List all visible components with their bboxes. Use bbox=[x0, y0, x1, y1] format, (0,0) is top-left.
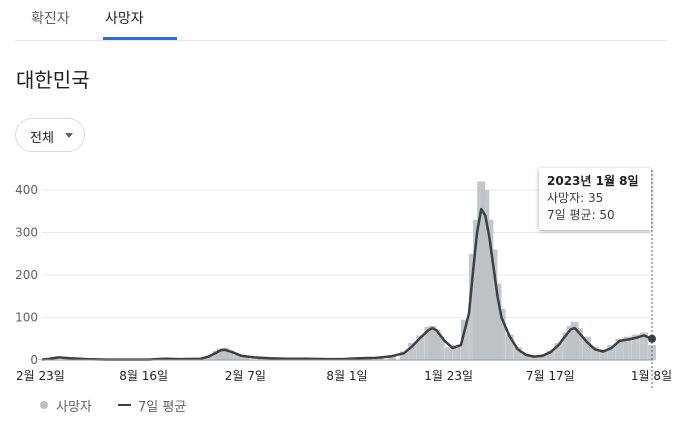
tooltip-date: 2023년 1월 8일 bbox=[547, 174, 639, 188]
range-dropdown-label: 전체 bbox=[30, 131, 54, 146]
daily-deaths-bar bbox=[554, 343, 563, 360]
daily-deaths-bar bbox=[607, 345, 616, 360]
deaths-chart: 0 100 200 300 400 2월 23일 8월 16일 2월 7일 8월 1일 1월 23… bbox=[15, 170, 672, 388]
daily-deaths-bar bbox=[574, 328, 583, 360]
daily-deaths-bar bbox=[485, 219, 494, 360]
legend-daily-label: 사망자 bbox=[56, 400, 92, 415]
daily-deaths-bar bbox=[538, 354, 547, 360]
daily-deaths-bar bbox=[570, 321, 579, 360]
daily-deaths-bar bbox=[416, 335, 425, 360]
daily-deaths-bar bbox=[599, 349, 608, 360]
daily-deaths-bar bbox=[489, 249, 498, 360]
daily-deaths-bar bbox=[469, 253, 478, 360]
daily-deaths-bar bbox=[513, 347, 522, 360]
daily-deaths-bar bbox=[473, 219, 482, 360]
seven-day-average-line bbox=[41, 207, 653, 361]
daily-deaths-bar bbox=[497, 309, 506, 360]
daily-deaths-bar bbox=[432, 329, 441, 360]
chart-tooltip: 2023년 1월 8일 사망자: 35 7일 평균: 50 bbox=[539, 168, 651, 230]
daily-deaths-bar bbox=[477, 181, 486, 360]
daily-deaths-bar bbox=[521, 353, 530, 360]
legend-average-swatch bbox=[118, 404, 131, 406]
daily-deaths-bar bbox=[212, 350, 221, 360]
x-tick-label: 1월 8일 bbox=[631, 369, 672, 383]
active-tab-indicator bbox=[103, 37, 177, 40]
daily-deaths-bar bbox=[408, 343, 417, 360]
tooltip-average: 7일 평균: 50 bbox=[547, 208, 615, 222]
daily-deaths-bar bbox=[639, 332, 648, 360]
daily-deaths-bar bbox=[631, 334, 640, 360]
daily-deaths-bar bbox=[648, 345, 656, 360]
daily-deaths-bar bbox=[591, 347, 600, 360]
hover-point bbox=[648, 334, 656, 343]
legend-average-label: 7일 평균 bbox=[138, 400, 187, 415]
daily-deaths-bar bbox=[562, 332, 571, 360]
daily-deaths-bar bbox=[444, 347, 453, 360]
daily-deaths-bar bbox=[452, 345, 461, 360]
x-tick-label: 8월 1일 bbox=[326, 369, 367, 383]
daily-deaths-bar bbox=[566, 326, 575, 360]
y-tick-label: 200 bbox=[15, 268, 38, 282]
y-tick-label: 300 bbox=[15, 226, 38, 240]
legend-average: 7일 평균 bbox=[118, 396, 186, 415]
daily-deaths-bar bbox=[623, 336, 632, 360]
daily-deaths-bar bbox=[216, 348, 225, 360]
region-title: 대한민국 bbox=[16, 68, 90, 92]
x-tick-label: 1월 23일 bbox=[424, 369, 473, 383]
daily-deaths-bar bbox=[399, 351, 408, 360]
daily-deaths-bar bbox=[460, 319, 469, 360]
daily-deaths-bar bbox=[428, 326, 437, 360]
x-tick-label: 8월 16일 bbox=[119, 369, 168, 383]
daily-deaths-bar bbox=[225, 350, 234, 360]
x-tick-label: 2월 23일 bbox=[16, 369, 65, 383]
tab-deaths[interactable]: 사망자 bbox=[105, 11, 144, 27]
daily-deaths-bar bbox=[481, 190, 490, 360]
y-tick-label: 400 bbox=[15, 183, 38, 197]
daily-deaths-bar bbox=[436, 336, 445, 360]
daily-deaths-bar bbox=[546, 350, 555, 360]
daily-deaths-bar bbox=[505, 334, 514, 360]
tab-cases[interactable]: 확진자 bbox=[31, 11, 70, 27]
x-tick-label: 7월 17일 bbox=[526, 369, 575, 383]
tooltip-deaths: 사망자: 35 bbox=[547, 191, 604, 205]
daily-deaths-bar bbox=[233, 354, 242, 360]
legend-daily-swatch bbox=[40, 401, 48, 409]
x-tick-label: 2월 7일 bbox=[225, 369, 266, 383]
daily-deaths-bar bbox=[615, 338, 624, 360]
daily-deaths-bar bbox=[221, 348, 229, 360]
daily-deaths-bar bbox=[424, 326, 433, 360]
metric-tabs: 확진자 사망자 bbox=[15, 0, 667, 41]
daily-deaths-bar bbox=[582, 336, 591, 360]
daily-deaths-bar bbox=[530, 355, 539, 360]
y-tick-label: 100 bbox=[15, 311, 38, 325]
legend-daily: 사망자 bbox=[40, 396, 92, 415]
range-dropdown[interactable]: 전체 bbox=[15, 118, 85, 152]
daily-deaths-bar bbox=[493, 283, 502, 360]
chevron-down-icon bbox=[65, 133, 73, 138]
y-tick-label: 0 bbox=[30, 353, 38, 367]
daily-deaths-bar bbox=[241, 356, 250, 360]
